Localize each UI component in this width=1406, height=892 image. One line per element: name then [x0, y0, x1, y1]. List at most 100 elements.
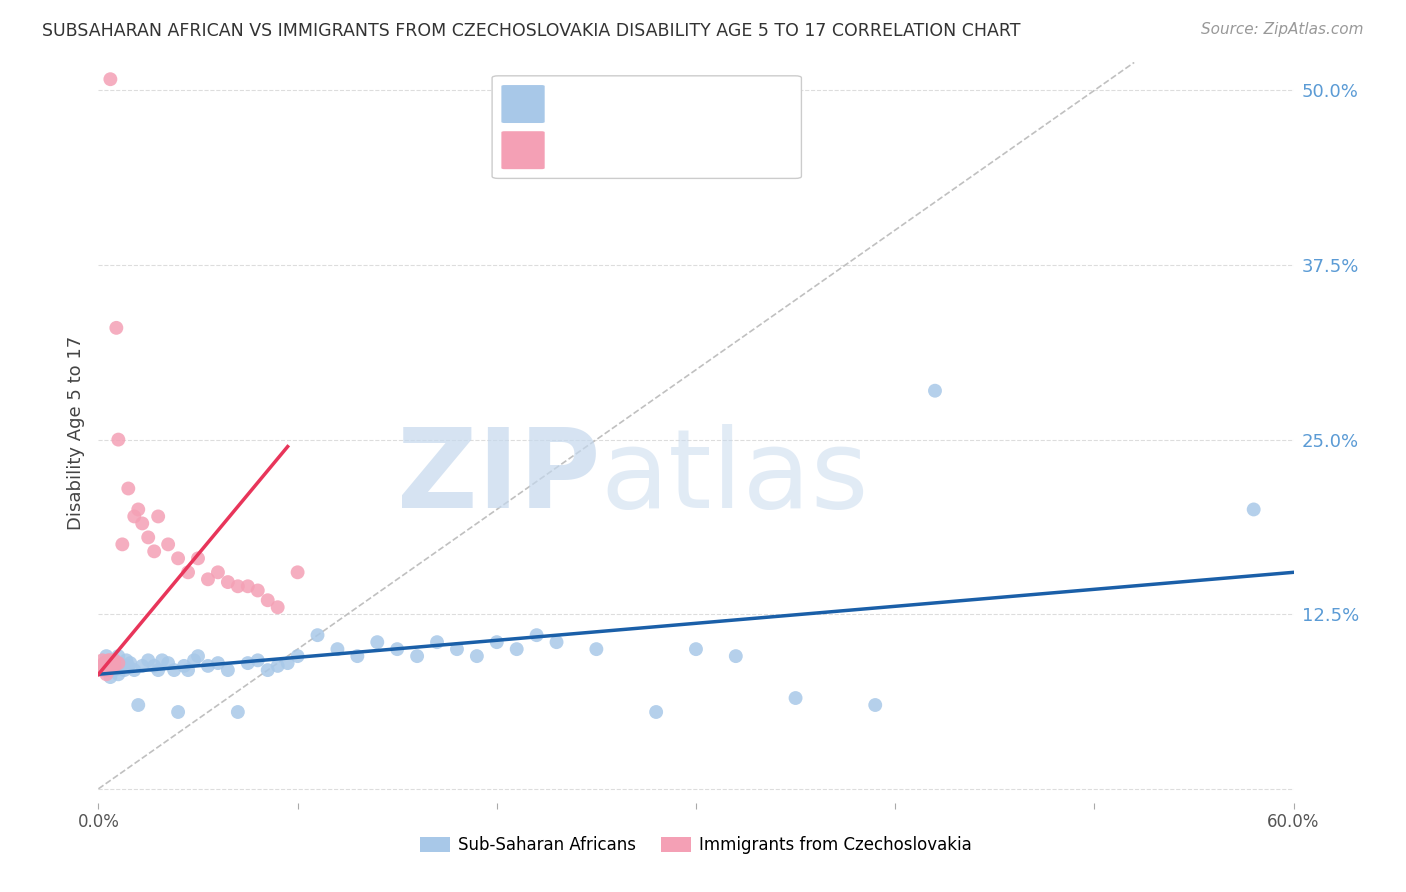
Point: [101, 659, 124, 673]
Point: [167, 551, 190, 566]
Point: [287, 566, 309, 580]
Point: [111, 659, 134, 673]
Point: [97, 656, 120, 670]
Point: [89, 663, 111, 677]
Point: [97, 663, 120, 677]
Point: [157, 656, 180, 670]
Point: [124, 509, 146, 524]
Point: [506, 642, 529, 657]
Point: [148, 509, 170, 524]
Point: [246, 653, 269, 667]
Point: [585, 642, 607, 657]
Point: [105, 321, 128, 335]
Point: [96, 649, 118, 664]
Point: [526, 628, 548, 642]
Point: [101, 656, 124, 670]
Point: [107, 433, 129, 447]
Point: [197, 659, 219, 673]
Point: [385, 642, 409, 657]
Point: [226, 579, 249, 593]
Point: [131, 659, 153, 673]
Point: [177, 566, 200, 580]
Point: [103, 653, 125, 667]
Point: [226, 705, 249, 719]
Point: [98, 670, 122, 684]
Point: [91, 659, 114, 673]
Point: [167, 705, 190, 719]
Point: [148, 663, 170, 677]
Point: [150, 653, 173, 667]
Point: [446, 642, 468, 657]
Point: [207, 566, 229, 580]
Point: [217, 575, 239, 590]
Point: [645, 705, 668, 719]
Point: [187, 649, 209, 664]
Point: [107, 656, 129, 670]
Point: [546, 635, 568, 649]
Point: [127, 502, 149, 516]
Point: [406, 649, 429, 664]
Text: atlas: atlas: [600, 424, 869, 531]
Point: [103, 659, 125, 673]
Point: [93, 656, 115, 670]
Point: [96, 667, 118, 681]
FancyBboxPatch shape: [502, 131, 544, 169]
Point: [112, 663, 135, 677]
Text: SUBSAHARAN AFRICAN VS IMMIGRANTS FROM CZECHOSLOVAKIA DISABILITY AGE 5 TO 17 CORR: SUBSAHARAN AFRICAN VS IMMIGRANTS FROM CZ…: [42, 22, 1021, 40]
Point: [91, 653, 114, 667]
Text: R = 0.378: R = 0.378: [554, 95, 652, 112]
Legend: Sub-Saharan Africans, Immigrants from Czechoslovakia: Sub-Saharan Africans, Immigrants from Cz…: [413, 830, 979, 861]
Point: [101, 659, 124, 673]
Point: [93, 663, 115, 677]
Point: [207, 656, 229, 670]
Point: [107, 649, 129, 664]
Point: [98, 72, 122, 87]
Point: [143, 544, 166, 558]
Point: [93, 659, 115, 673]
Point: [111, 537, 134, 551]
Point: [236, 579, 259, 593]
Point: [426, 635, 449, 649]
Point: [485, 635, 508, 649]
Point: [103, 663, 125, 677]
Point: [97, 656, 120, 670]
Point: [93, 656, 115, 670]
Point: [217, 663, 239, 677]
FancyBboxPatch shape: [502, 85, 544, 123]
Point: [236, 656, 259, 670]
Point: [115, 653, 138, 667]
FancyBboxPatch shape: [492, 76, 801, 178]
Point: [173, 659, 195, 673]
Point: [143, 659, 166, 673]
Point: [287, 649, 309, 664]
Point: [724, 649, 747, 664]
Point: [127, 698, 149, 712]
Point: [865, 698, 887, 712]
Point: [267, 659, 290, 673]
Text: ZIP: ZIP: [396, 424, 600, 531]
Point: [183, 653, 205, 667]
Point: [97, 663, 120, 677]
Point: [256, 663, 278, 677]
Point: [246, 583, 269, 598]
Point: [277, 656, 299, 670]
Point: [124, 663, 146, 677]
Point: [307, 628, 329, 642]
Point: [465, 649, 488, 664]
Point: [136, 653, 159, 667]
Point: [136, 530, 159, 544]
Point: [1243, 502, 1265, 516]
Point: [267, 600, 290, 615]
Text: R = 0.309: R = 0.309: [554, 141, 652, 159]
Point: [117, 482, 139, 496]
Point: [103, 653, 125, 667]
Text: N = 43: N = 43: [693, 141, 761, 159]
Point: [96, 656, 118, 670]
Point: [177, 663, 200, 677]
Point: [366, 635, 388, 649]
Point: [120, 656, 142, 670]
Point: [105, 656, 128, 670]
Point: [346, 649, 368, 664]
Point: [97, 659, 120, 673]
Point: [685, 642, 707, 657]
